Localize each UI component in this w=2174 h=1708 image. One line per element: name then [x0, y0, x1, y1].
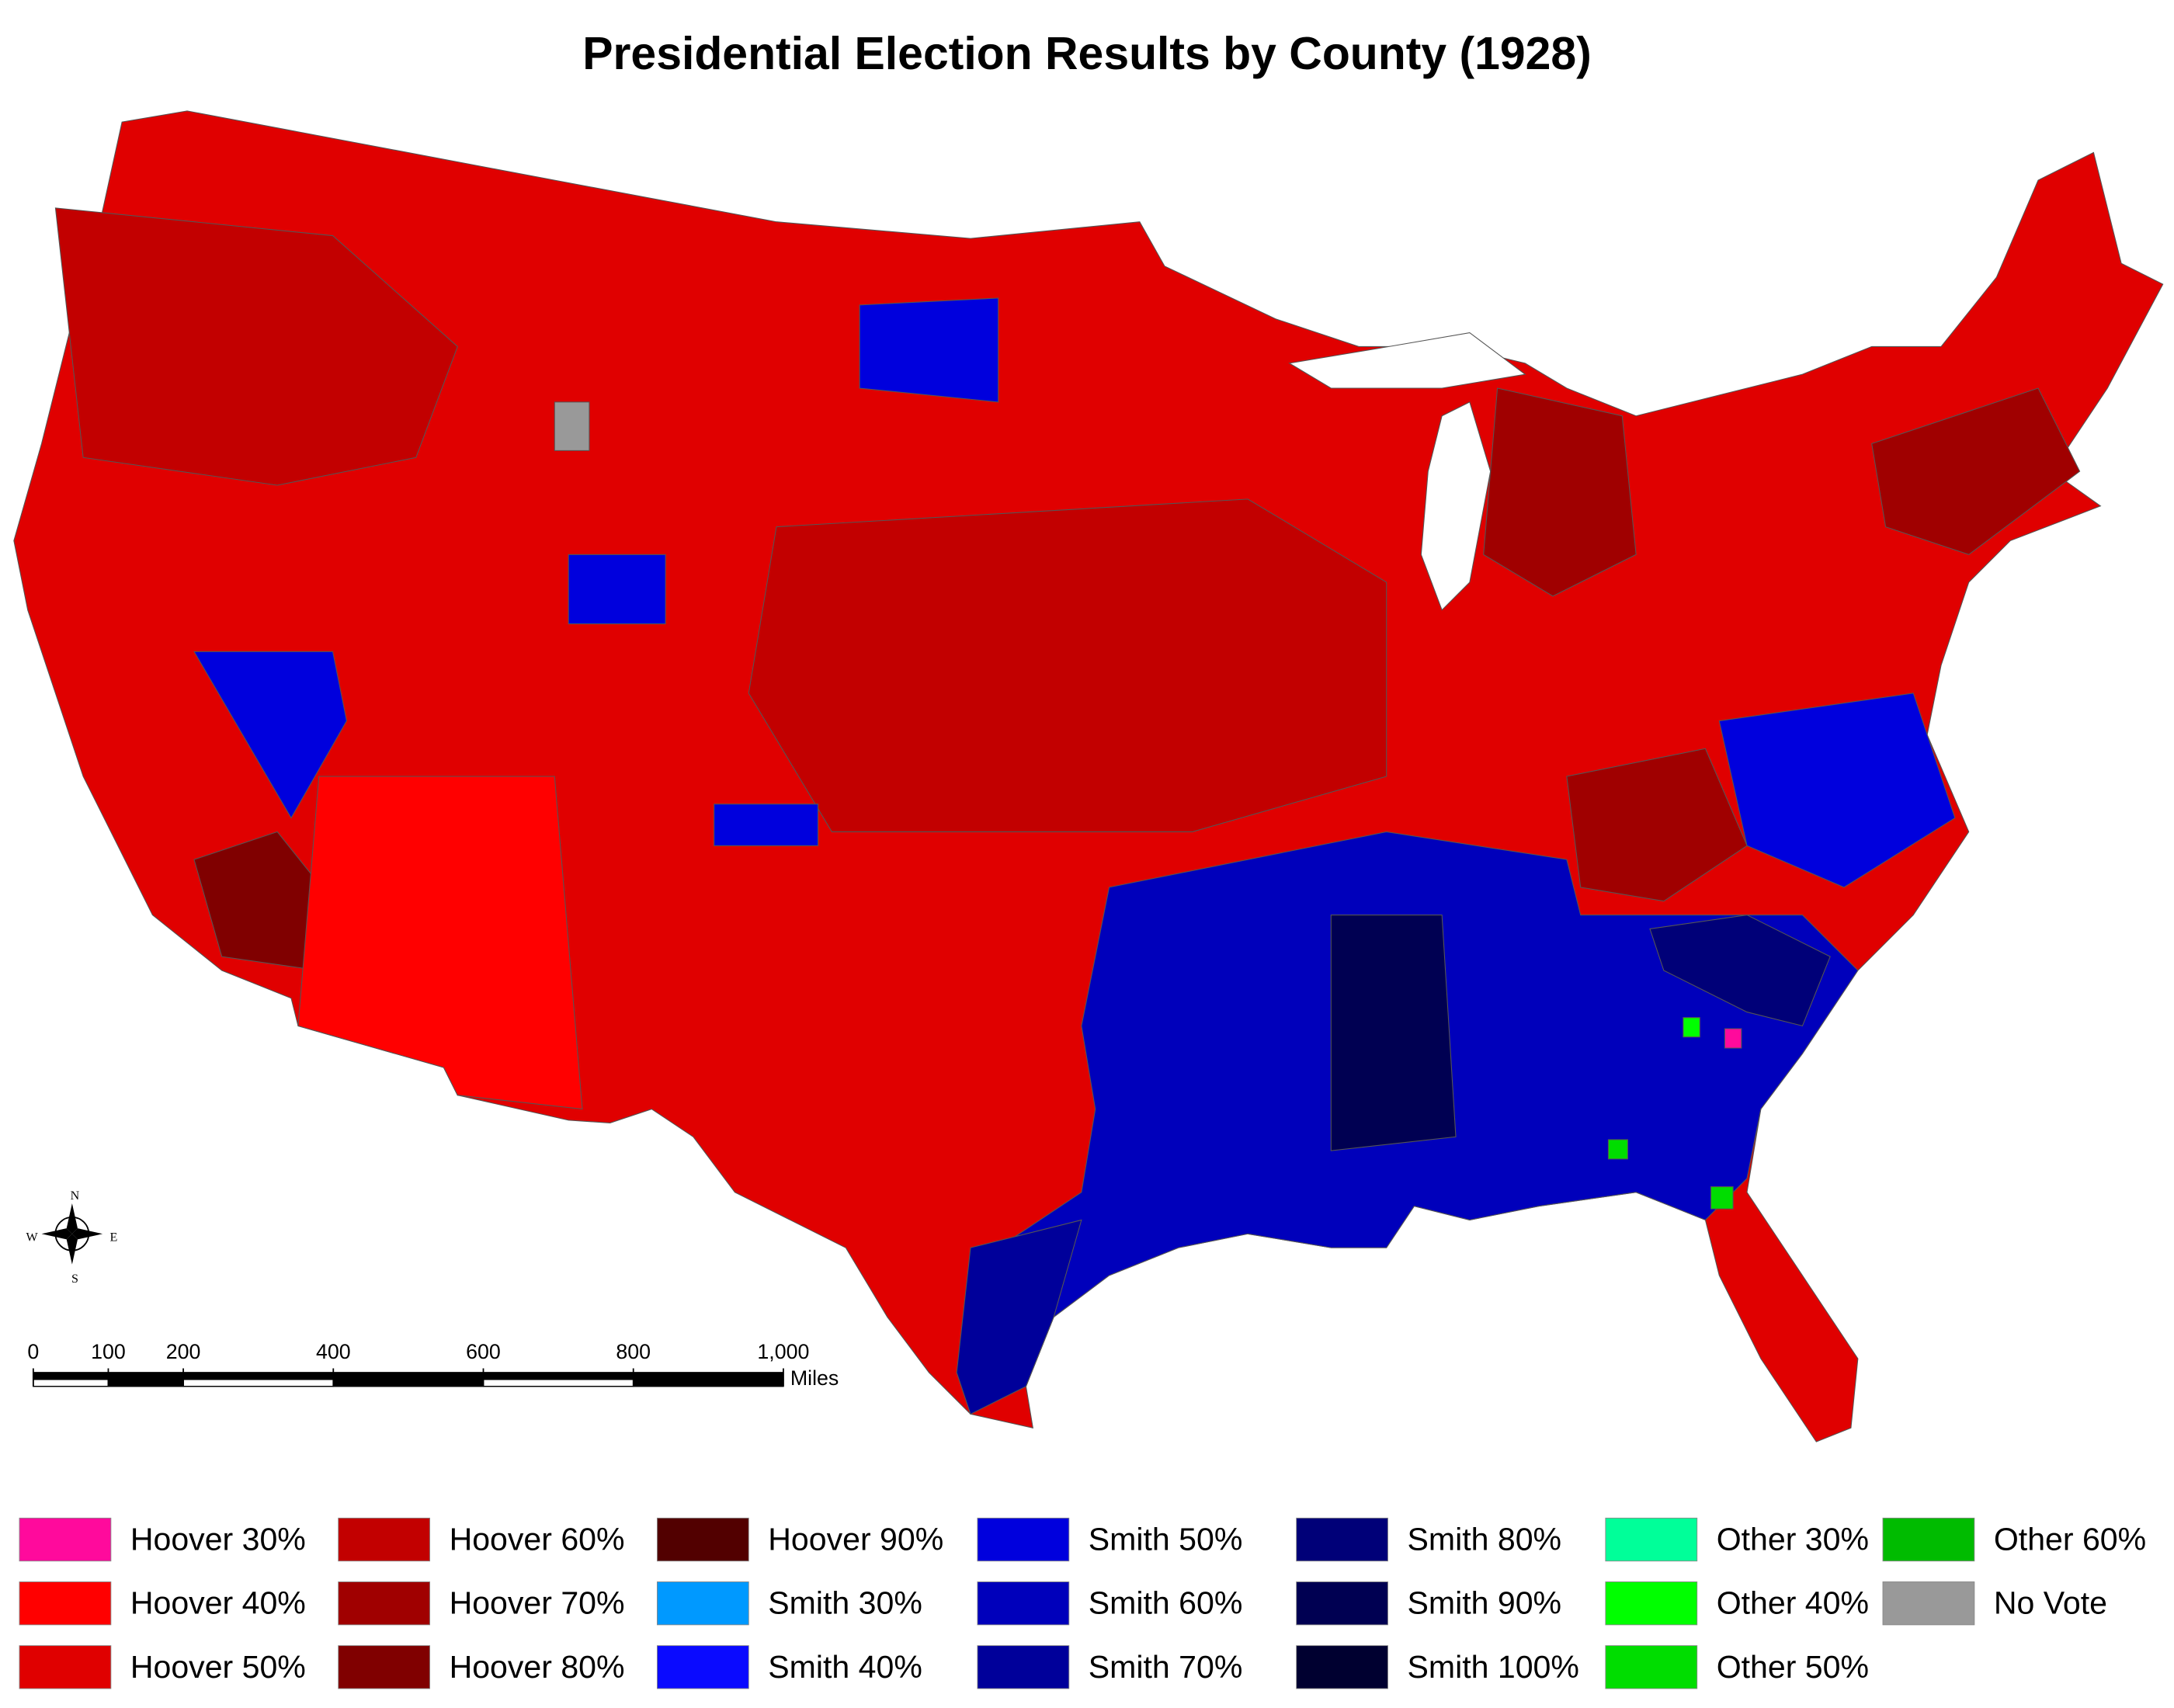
map-region	[714, 804, 819, 846]
legend-label: Smith 100%	[1408, 1649, 1579, 1685]
lake-michigan	[1420, 401, 1492, 611]
scale-bar: 0 100 200 400 600 800 1,000 Miles	[27, 1340, 839, 1390]
legend-swatch	[1296, 1517, 1388, 1562]
legend-label: Other 50%	[1717, 1649, 1869, 1685]
legend-swatch	[1882, 1517, 1975, 1562]
legend-label: Smith 30%	[768, 1585, 922, 1621]
legend-label: Other 40%	[1717, 1585, 1869, 1621]
compass-west: W	[26, 1231, 38, 1244]
legend-swatch	[1882, 1581, 1975, 1626]
legend-swatch	[977, 1517, 1070, 1562]
legend-label: No Vote	[1994, 1585, 2107, 1621]
scale-tick-label: 600	[466, 1340, 501, 1363]
legend-swatch	[338, 1581, 431, 1626]
compass-needle	[66, 1203, 78, 1234]
scale-segment	[33, 1372, 109, 1380]
map-region	[859, 297, 999, 403]
scale-tick-label: 200	[166, 1340, 201, 1363]
legend-label: Hoover 50%	[130, 1649, 306, 1685]
scale-segment	[332, 1379, 484, 1387]
map-region	[1683, 1017, 1700, 1038]
scale-tick-label: 100	[91, 1340, 126, 1363]
legend-swatch	[1605, 1645, 1698, 1689]
map-region	[1607, 1139, 1628, 1160]
scale-segment	[33, 1379, 109, 1387]
legend-label: Smith 90%	[1408, 1585, 1562, 1621]
scale-segment	[332, 1372, 484, 1380]
compass-needle	[71, 1228, 103, 1240]
legend-label: Other 30%	[1717, 1522, 1869, 1557]
legend-swatch	[19, 1581, 112, 1626]
legend-swatch	[1605, 1581, 1698, 1626]
scale-tick-label: 0	[27, 1340, 39, 1363]
legend-label: Smith 40%	[768, 1649, 922, 1685]
map-region	[1871, 387, 2081, 555]
legend-swatch	[338, 1517, 431, 1562]
legend-label: Smith 60%	[1089, 1585, 1243, 1621]
legend-swatch	[1296, 1581, 1388, 1626]
map-region	[297, 776, 583, 1110]
map-region	[1483, 387, 1637, 597]
map-title: Presidential Election Results by County …	[582, 29, 1592, 79]
legend-label: Hoover 30%	[130, 1522, 306, 1557]
compass-north: N	[71, 1189, 80, 1203]
scale-tick-label: 400	[316, 1340, 351, 1363]
map-region	[1724, 1028, 1742, 1049]
scale-segment	[182, 1372, 334, 1380]
compass-south: S	[71, 1272, 78, 1286]
lake-superior	[1288, 332, 1526, 389]
legend-swatch	[1296, 1645, 1388, 1689]
legend-swatch	[19, 1645, 112, 1689]
legend-swatch	[977, 1581, 1070, 1626]
legend-label: Hoover 70%	[450, 1585, 625, 1621]
legend-swatch	[1605, 1517, 1698, 1562]
legend-swatch	[977, 1645, 1070, 1689]
scale-segment	[482, 1379, 634, 1387]
legend-swatch	[656, 1581, 749, 1626]
map-region	[193, 651, 347, 819]
scale-unit: Miles	[790, 1366, 839, 1390]
legend-label: Other 60%	[1994, 1522, 2146, 1557]
map-region	[1718, 693, 1956, 888]
legend-swatch	[656, 1645, 749, 1689]
legend-label: Hoover 80%	[450, 1649, 625, 1685]
map-region	[554, 401, 590, 451]
compass: N S E W	[26, 1189, 117, 1286]
map-region	[1330, 915, 1457, 1151]
map-region	[748, 498, 1387, 832]
legend-label: Hoover 60%	[450, 1522, 625, 1557]
map-region	[568, 554, 666, 625]
compass-needle	[41, 1228, 72, 1240]
scale-tick-label: 800	[616, 1340, 651, 1363]
scale-segment	[632, 1372, 784, 1380]
legend-swatch	[19, 1517, 112, 1562]
scale-segment	[632, 1379, 784, 1387]
legend-label: Smith 80%	[1408, 1522, 1562, 1557]
scale-segment	[107, 1372, 184, 1380]
map-region	[1566, 748, 1748, 902]
scale-tick-label: 1,000	[757, 1340, 809, 1363]
compass-needle	[66, 1234, 78, 1265]
scale-segment	[482, 1372, 634, 1380]
map-region	[1710, 1186, 1734, 1210]
legend-label: Smith 70%	[1089, 1649, 1243, 1685]
compass-ring	[54, 1216, 90, 1251]
scale-segment	[182, 1379, 334, 1387]
legend-swatch	[656, 1517, 749, 1562]
compass-east: E	[110, 1231, 118, 1244]
map-region	[1649, 915, 1831, 1027]
legend: Hoover 30% Hoover 40% Hoover 50% Hoover 60%…	[19, 1517, 2146, 1689]
legend-label: Hoover 90%	[768, 1522, 943, 1557]
map-region	[956, 1219, 1082, 1415]
legend-swatch	[338, 1645, 431, 1689]
legend-label: Hoover 40%	[130, 1585, 306, 1621]
legend-label: Smith 50%	[1089, 1522, 1243, 1557]
us-map	[13, 110, 2164, 1442]
scale-segment	[107, 1379, 184, 1387]
map-region	[54, 207, 458, 486]
